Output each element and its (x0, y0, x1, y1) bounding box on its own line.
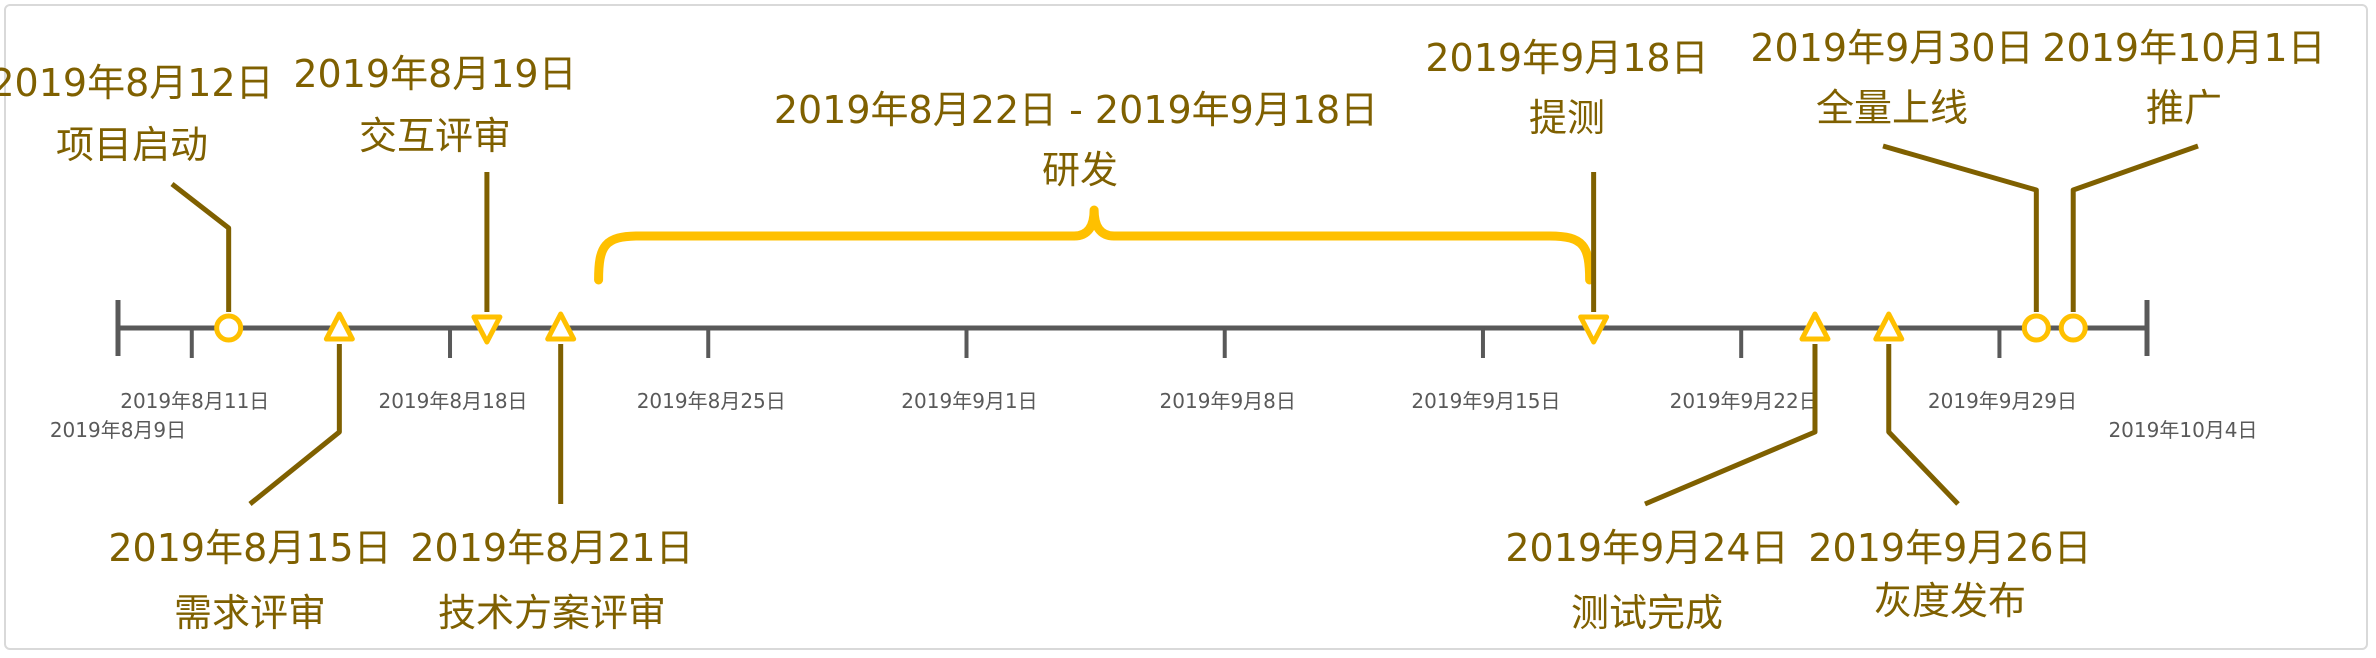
axis-tick-label: 2019年9月22日 (1670, 389, 1819, 413)
kickoff-circle-marker (217, 316, 241, 340)
kickoff-name-label: 项目启动 (56, 123, 208, 167)
req-review-triangle-up-marker (326, 314, 352, 339)
launch-connector (1883, 146, 2036, 312)
span-date-label: 2019年8月22日 - 2019年9月18日 (774, 88, 1378, 132)
axis-tick-label: 2019年9月1日 (901, 389, 1037, 413)
axis-tick-label: 2019年8月11日 (120, 389, 269, 413)
gray-triangle-up-marker (1876, 314, 1902, 339)
launch-date-label: 2019年9月30日 (1750, 26, 2033, 70)
test-submit-name-label: 提测 (1529, 96, 1605, 140)
kickoff-date-label: 2019年8月12日 (0, 61, 274, 105)
axis-tick-label: 2019年9月15日 (1411, 389, 1560, 413)
development-span-brace (599, 210, 1590, 280)
test-done-triangle-up-marker (1802, 314, 1828, 339)
axis-tick-label: 2019年9月29日 (1928, 389, 2077, 413)
test-done-name-label: 测试完成 (1571, 591, 1723, 635)
axis-start-label: 2019年8月9日 (50, 418, 186, 442)
span-name-label: 研发 (1042, 148, 1118, 192)
axis-end-label: 2019年10月4日 (2108, 418, 2257, 442)
test-done-date-label: 2019年9月24日 (1505, 526, 1788, 570)
tech-review-date-label: 2019年8月21日 (410, 526, 693, 570)
launch-name-label: 全量上线 (1816, 86, 1968, 130)
tech-review-name-label: 技术方案评审 (438, 591, 666, 635)
gray-name-label: 灰度发布 (1874, 579, 2026, 623)
ix-review-name-label: 交互评审 (359, 114, 511, 158)
launch-circle-marker (2024, 316, 2048, 340)
axis-tick-label: 2019年8月18日 (378, 389, 527, 413)
test-done-connector (1645, 344, 1815, 504)
test-submit-triangle-down-marker (1581, 317, 1607, 342)
promo-circle-marker (2061, 316, 2085, 340)
promo-name-label: 推广 (2146, 86, 2222, 130)
test-submit-date-label: 2019年9月18日 (1425, 36, 1708, 80)
gray-date-label: 2019年9月26日 (1808, 526, 2091, 570)
axis-tick-label: 2019年9月8日 (1160, 389, 1296, 413)
ix-review-date-label: 2019年8月19日 (293, 52, 576, 96)
req-review-date-label: 2019年8月15日 (108, 526, 391, 570)
ix-review-triangle-down-marker (474, 317, 500, 342)
kickoff-connector (172, 184, 229, 312)
axis-tick-label: 2019年8月25日 (637, 389, 786, 413)
req-review-name-label: 需求评审 (174, 591, 326, 635)
promo-connector (2073, 146, 2198, 312)
req-review-connector (250, 344, 339, 504)
tech-review-triangle-up-marker (548, 314, 574, 339)
promo-date-label: 2019年10月1日 (2042, 26, 2325, 70)
gray-connector (1889, 344, 1958, 504)
